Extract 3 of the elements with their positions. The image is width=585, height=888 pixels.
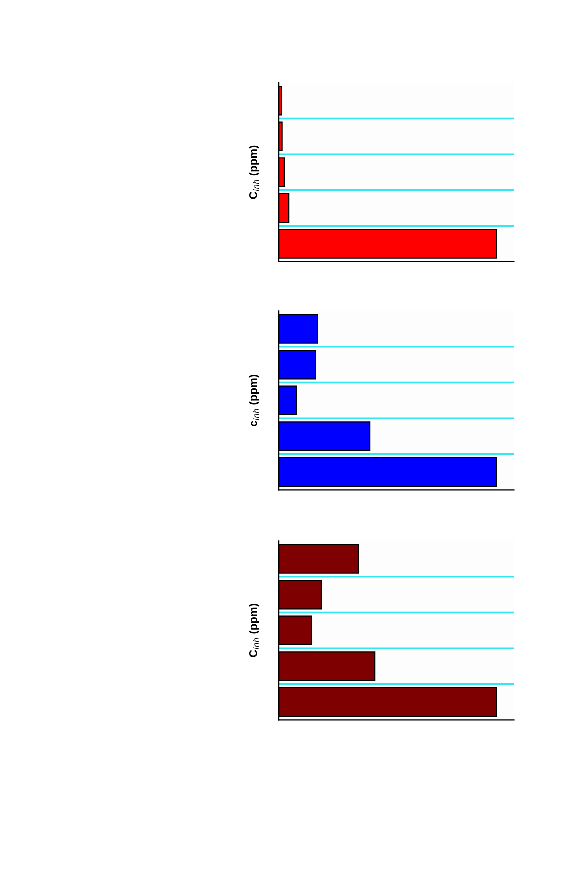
- y-axis-title: C$_{inh}$ (ppm): [249, 604, 260, 658]
- y-axis-title: C$_{inh}$ (ppm): [249, 146, 260, 200]
- y-axis-title: c$_{inh}$ (ppm): [249, 374, 260, 427]
